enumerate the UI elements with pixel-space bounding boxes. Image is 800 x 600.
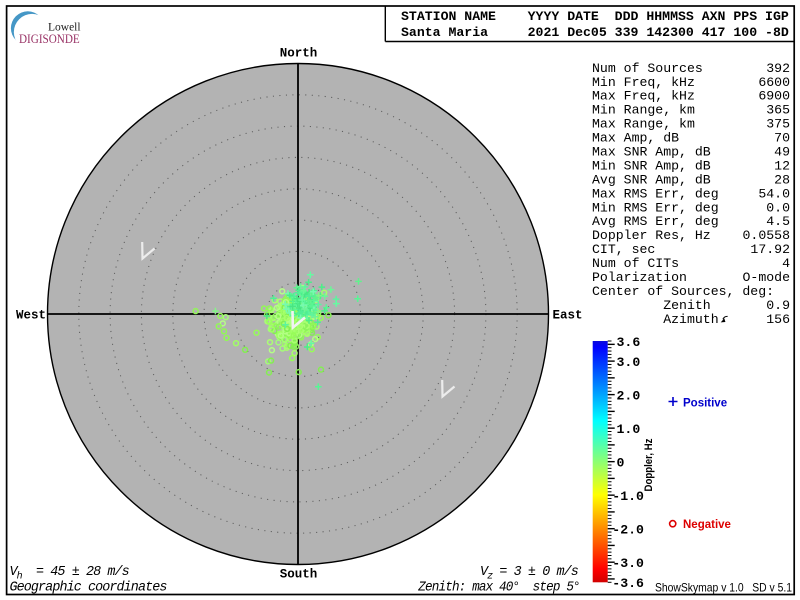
svg-text:-2.0: -2.0 <box>612 523 644 538</box>
svg-text:Avg SNR Amp, dB: Avg SNR Amp, dB <box>592 172 711 187</box>
svg-text:South: South <box>280 568 318 582</box>
svg-text:0: 0 <box>617 455 625 470</box>
svg-text:Santa Maria 2021 Dec05 339: Santa Maria 2021 Dec05 339 142300 417 10… <box>401 25 789 40</box>
svg-text:Doppler, Hz: Doppler, Hz <box>643 439 655 492</box>
svg-text:Num of Sources: Num of Sources <box>592 61 703 76</box>
svg-text:Azimuth: Azimuth <box>592 312 719 327</box>
svg-text:156: 156 <box>766 312 790 327</box>
svg-text:17.92: 17.92 <box>750 242 790 257</box>
svg-text:6600: 6600 <box>758 75 790 90</box>
svg-text:1.0: 1.0 <box>617 422 641 437</box>
svg-text:Zenith: max 40° step 5°: Zenith: max 40° step 5° <box>417 581 579 596</box>
svg-text:70: 70 <box>774 131 790 146</box>
svg-text:CIT, sec: CIT, sec <box>592 242 655 257</box>
svg-text:Max Amp, dB: Max Amp, dB <box>592 131 679 146</box>
svg-text:Max Range, km: Max Range, km <box>592 117 695 132</box>
svg-text:Max SNR Amp, dB: Max SNR Amp, dB <box>592 145 711 160</box>
svg-text:Max Freq, kHz: Max Freq, kHz <box>592 89 695 104</box>
svg-text:Geographic coordinates: Geographic coordinates <box>10 581 168 596</box>
svg-text:Num of CITs: Num of CITs <box>592 256 679 271</box>
svg-text:12: 12 <box>774 158 790 173</box>
svg-text:Polarization: Polarization <box>592 270 687 285</box>
svg-text:DIGISONDE: DIGISONDE <box>19 31 80 46</box>
svg-text:-3.0: -3.0 <box>612 556 644 571</box>
svg-text:0.0558: 0.0558 <box>743 228 791 243</box>
svg-text:28: 28 <box>774 172 790 187</box>
svg-text:East: East <box>553 308 583 322</box>
svg-text:4: 4 <box>782 256 790 271</box>
svg-text:Doppler Res, Hz: Doppler Res, Hz <box>592 228 711 243</box>
svg-text:4.5: 4.5 <box>766 214 790 229</box>
svg-text:-3.6: -3.6 <box>612 576 644 591</box>
svg-text:365: 365 <box>766 103 790 118</box>
svg-text:Min Range, km: Min Range, km <box>592 103 695 118</box>
svg-text:6900: 6900 <box>758 89 790 104</box>
svg-text:3.6: 3.6 <box>617 335 641 350</box>
svg-text:Avg RMS Err, deg: Avg RMS Err, deg <box>592 214 719 229</box>
svg-text:0.0: 0.0 <box>766 200 790 215</box>
svg-text:Min SNR Amp, dB: Min SNR Amp, dB <box>592 158 711 173</box>
svg-text:Min RMS Err, deg: Min RMS Err, deg <box>592 200 719 215</box>
svg-text:0.9: 0.9 <box>766 298 790 313</box>
svg-text:2.0: 2.0 <box>617 388 641 403</box>
svg-text:O-mode: O-mode <box>743 270 791 285</box>
svg-text:West: West <box>16 308 46 322</box>
svg-text:375: 375 <box>766 117 790 132</box>
svg-text:STATION NAME YYYY DATE DDD: STATION NAME YYYY DATE DDD HHMMSS AXN PP… <box>401 9 789 24</box>
svg-text:Positive: Positive <box>683 397 727 409</box>
svg-text:392: 392 <box>766 61 790 76</box>
svg-text:-1.0: -1.0 <box>612 489 644 504</box>
svg-text:Negative: Negative <box>683 519 731 531</box>
svg-text:Zenith: Zenith <box>592 298 711 313</box>
svg-text:Center of Sources, deg:: Center of Sources, deg: <box>592 284 774 299</box>
svg-text:Min Freq, kHz: Min Freq, kHz <box>592 75 695 90</box>
svg-text:Vh = 45 ± 28 m/s: Vh = 45 ± 28 m/s <box>10 565 130 582</box>
svg-text:54.0: 54.0 <box>758 186 790 201</box>
svg-text:Lowell: Lowell <box>48 22 81 34</box>
svg-text:Vz = 3 ± 0 m/s: Vz = 3 ± 0 m/s <box>480 565 579 582</box>
svg-text:ShowSkymap v 1.0 SD v 5.1: ShowSkymap v 1.0 SD v 5.1 <box>655 581 792 595</box>
svg-text:49: 49 <box>774 145 790 160</box>
svg-text:North: North <box>280 47 318 61</box>
svg-text:Max RMS Err, deg: Max RMS Err, deg <box>592 186 719 201</box>
svg-text:3.0: 3.0 <box>617 355 641 370</box>
